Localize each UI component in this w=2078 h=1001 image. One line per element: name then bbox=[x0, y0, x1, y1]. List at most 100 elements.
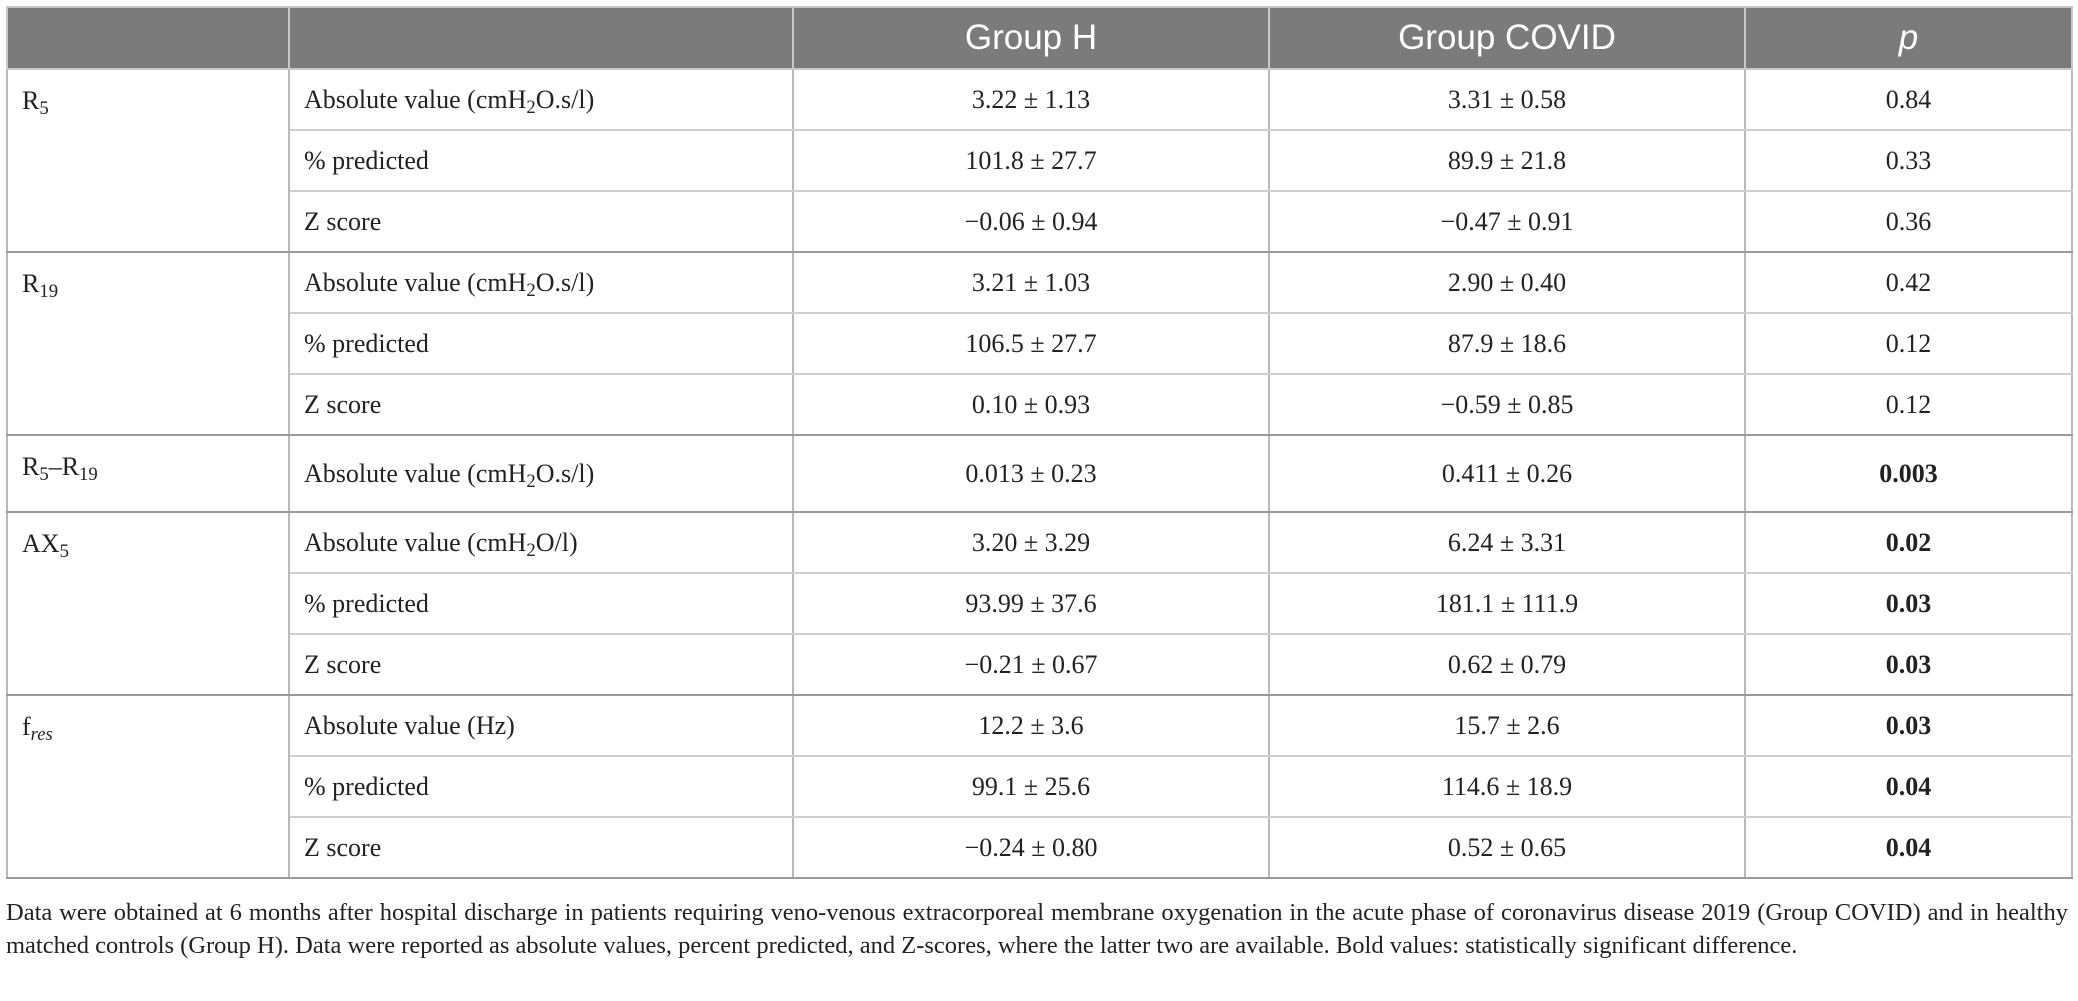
group-h-value: 0.10 ± 0.93 bbox=[792, 374, 1270, 436]
table-body: R5 Absolute value (cmH2O.s/l) 3.22 ± 1.13 3… bbox=[6, 69, 2073, 879]
group-covid-value: 89.9 ± 21.8 bbox=[1268, 130, 1746, 192]
group-covid-value: 0.62 ± 0.79 bbox=[1268, 634, 1746, 696]
measure-subscript: 2 bbox=[526, 470, 536, 492]
table-row: % predicted 93.99 ± 37.6 181.1 ± 111.9 0.03 bbox=[7, 573, 2073, 635]
group-h-value: 99.1 ± 25.6 bbox=[792, 756, 1270, 818]
measure-label: Z score bbox=[304, 832, 382, 862]
p-value: 0.36 bbox=[1744, 191, 2073, 253]
measure-label: Absolute value (Hz) bbox=[304, 710, 515, 740]
measure-cell: Absolute value (cmH2O/l) bbox=[288, 512, 794, 574]
table-row: Z score −0.06 ± 0.94 −0.47 ± 0.91 0.36 bbox=[7, 191, 2073, 253]
p-value: 0.33 bbox=[1744, 130, 2073, 192]
parameter-name: f bbox=[22, 712, 31, 741]
header-p-value: p bbox=[1744, 6, 2073, 70]
parameter-subscript: 5 bbox=[39, 464, 49, 486]
measure-label: Absolute value (cmH bbox=[304, 84, 527, 114]
parameter-cell: fres bbox=[6, 695, 290, 879]
parameter-subscript: 5 bbox=[39, 98, 49, 120]
p-value: 0.04 bbox=[1744, 817, 2073, 879]
parameter-subscript: 5 bbox=[59, 541, 69, 563]
measure-subscript: 2 bbox=[526, 539, 536, 561]
group-covid-value: −0.59 ± 0.85 bbox=[1268, 374, 1746, 436]
group-h-value: 101.8 ± 27.7 bbox=[792, 130, 1270, 192]
measure-cell: Z score bbox=[288, 374, 794, 436]
header-measure bbox=[288, 6, 794, 70]
measure-cell: Absolute value (cmH2O.s/l) bbox=[288, 69, 794, 131]
parameter-name: R bbox=[22, 452, 40, 481]
group-covid-value: 181.1 ± 111.9 bbox=[1268, 573, 1746, 635]
measure-cell: Z score bbox=[288, 817, 794, 879]
measure-label-suffix: O.s/l) bbox=[535, 458, 595, 488]
header-parameter bbox=[6, 6, 290, 70]
parameter-name: R bbox=[22, 269, 40, 298]
header-group-h: Group H bbox=[792, 6, 1270, 70]
table-row: % predicted 99.1 ± 25.6 114.6 ± 18.9 0.04 bbox=[7, 756, 2073, 818]
group-covid-value: 15.7 ± 2.6 bbox=[1268, 695, 1746, 757]
parameter-name-part: –R bbox=[48, 452, 80, 481]
results-table: Group H Group COVID p R5 Absolute value (… bbox=[6, 6, 2073, 879]
group-h-value: 93.99 ± 37.6 bbox=[792, 573, 1270, 635]
group-h-value: 3.21 ± 1.03 bbox=[792, 252, 1270, 314]
measure-label-suffix: O.s/l) bbox=[535, 84, 595, 114]
table-row: Z score 0.10 ± 0.93 −0.59 ± 0.85 0.12 bbox=[7, 374, 2073, 436]
p-value: 0.42 bbox=[1744, 252, 2073, 314]
measure-cell: Absolute value (cmH2O.s/l) bbox=[288, 435, 794, 513]
parameter-cell: AX5 bbox=[6, 512, 290, 696]
p-value: 0.03 bbox=[1744, 695, 2073, 757]
group-covid-value: 2.90 ± 0.40 bbox=[1268, 252, 1746, 314]
group-h-value: 3.22 ± 1.13 bbox=[792, 69, 1270, 131]
parameter-subscript: res bbox=[30, 724, 53, 746]
group-covid-value: 0.52 ± 0.65 bbox=[1268, 817, 1746, 879]
group-covid-value: 114.6 ± 18.9 bbox=[1268, 756, 1746, 818]
measure-cell: Z score bbox=[288, 634, 794, 696]
p-value: 0.12 bbox=[1744, 313, 2073, 375]
parameter-subscript: 19 bbox=[39, 281, 59, 303]
measure-label: % predicted bbox=[304, 145, 429, 175]
measure-cell: % predicted bbox=[288, 573, 794, 635]
table-row: AX5 Absolute value (cmH2O/l) 3.20 ± 3.29 6.… bbox=[6, 512, 2073, 696]
header-group-covid: Group COVID bbox=[1268, 6, 1746, 70]
header-row: Group H Group COVID p bbox=[6, 6, 2073, 70]
measure-label-suffix: O.s/l) bbox=[535, 267, 595, 297]
p-value: 0.04 bbox=[1744, 756, 2073, 818]
measure-label: % predicted bbox=[304, 771, 429, 801]
group-h-value: 0.013 ± 0.23 bbox=[792, 435, 1270, 513]
group-covid-value: 3.31 ± 0.58 bbox=[1268, 69, 1746, 131]
group-h-value: −0.24 ± 0.80 bbox=[792, 817, 1270, 879]
p-value: 0.02 bbox=[1744, 512, 2073, 574]
parameter-cell: R5 bbox=[6, 69, 290, 253]
parameter-cell: R19 bbox=[6, 252, 290, 436]
table-row: fres Absolute value (Hz) 12.2 ± 3.6 15.7 ± … bbox=[6, 695, 2073, 879]
table-header: Group H Group COVID p bbox=[6, 6, 2073, 70]
measure-label: Z score bbox=[304, 206, 382, 236]
p-value: 0.03 bbox=[1744, 634, 2073, 696]
group-covid-value: 87.9 ± 18.6 bbox=[1268, 313, 1746, 375]
measure-label: Absolute value (cmH bbox=[304, 267, 527, 297]
measure-cell: Z score bbox=[288, 191, 794, 253]
measure-label: Absolute value (cmH bbox=[304, 458, 527, 488]
group-covid-value: 6.24 ± 3.31 bbox=[1268, 512, 1746, 574]
measure-subscript: 2 bbox=[526, 279, 536, 301]
table-row: R5–R19 Absolute value (cmH2O.s/l) 0.013 ± … bbox=[6, 435, 2073, 513]
parameter-subscript: 19 bbox=[79, 464, 98, 486]
group-h-value: 106.5 ± 27.7 bbox=[792, 313, 1270, 375]
p-value: 0.03 bbox=[1744, 573, 2073, 635]
parameter-name: R bbox=[22, 86, 40, 115]
group-h-value: 12.2 ± 3.6 bbox=[792, 695, 1270, 757]
group-covid-value: 0.411 ± 0.26 bbox=[1268, 435, 1746, 513]
measure-label-suffix: O/l) bbox=[535, 527, 578, 557]
table-row: Z score −0.21 ± 0.67 0.62 ± 0.79 0.03 bbox=[7, 634, 2073, 696]
p-value: 0.12 bbox=[1744, 374, 2073, 436]
measure-label: Absolute value (cmH bbox=[304, 527, 527, 557]
table-footnote: Data were obtained at 6 months after hos… bbox=[6, 899, 2068, 959]
p-value: 0.84 bbox=[1744, 69, 2073, 131]
measure-cell: % predicted bbox=[288, 313, 794, 375]
measure-label: % predicted bbox=[304, 588, 429, 618]
parameter-name: AX bbox=[22, 529, 60, 558]
p-value: 0.003 bbox=[1744, 435, 2073, 513]
group-h-value: −0.21 ± 0.67 bbox=[792, 634, 1270, 696]
measure-cell: % predicted bbox=[288, 130, 794, 192]
table-row: Z score −0.24 ± 0.80 0.52 ± 0.65 0.04 bbox=[7, 817, 2073, 879]
table-row: % predicted 106.5 ± 27.7 87.9 ± 18.6 0.12 bbox=[7, 313, 2073, 375]
measure-label: Z score bbox=[304, 389, 382, 419]
